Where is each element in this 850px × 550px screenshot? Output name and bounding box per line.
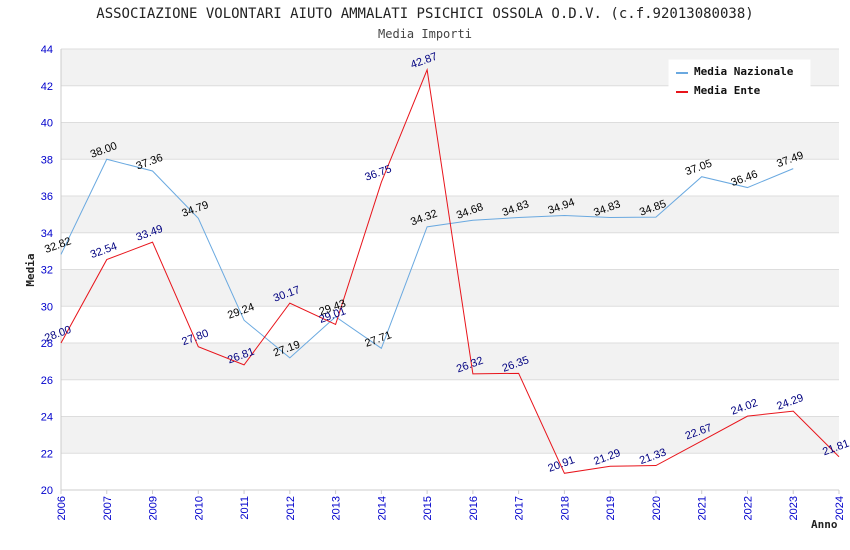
grid-band: [61, 306, 839, 343]
y-tick-label: 22: [41, 448, 53, 460]
x-tick-label: 2015: [422, 496, 434, 520]
x-tick-label: 2016: [468, 496, 480, 520]
x-tick-label: 2014: [376, 496, 388, 520]
x-tick-label: 2019: [605, 496, 617, 520]
grid-band: [61, 453, 839, 490]
x-tick-label: 2009: [148, 496, 160, 520]
x-tick-label: 2013: [331, 496, 343, 520]
x-tick-label: 2024: [834, 496, 846, 520]
grid-band: [61, 232, 839, 270]
y-tick-label: 42: [41, 81, 53, 93]
x-tick-labels: 2006 2007 2009 2010 2011 2012 2013 2014 2015 2016…: [56, 490, 846, 520]
grid-band: [61, 343, 839, 380]
legend-label-media-nazionale: Media Nazionale: [694, 65, 794, 78]
x-tick-label: 2007: [102, 496, 114, 520]
grid-band: [61, 416, 839, 454]
series-line-media-ente: [60, 67, 840, 474]
y-tick-label: 32: [41, 265, 53, 277]
x-axis-label: Anno: [811, 518, 838, 531]
x-tick-label: 2017: [514, 496, 526, 520]
y-tick-labels: 20 22 24 26 28 30 32 34 36 38 40 42 44: [41, 44, 53, 497]
x-tick-label: 2006: [56, 496, 68, 520]
plot-background: [61, 49, 839, 490]
x-tick-label: 2021: [697, 496, 709, 520]
grid-band: [61, 269, 839, 307]
y-tick-label: 34: [41, 228, 53, 240]
y-tick-label: 24: [41, 412, 53, 424]
grid-band: [61, 196, 839, 233]
legend-box: [668, 59, 811, 101]
grid-band: [61, 379, 839, 417]
legend-label-media-ente: Media Ente: [694, 84, 761, 97]
x-tick-label: 2023: [788, 496, 800, 520]
x-tick-label: 2011: [239, 496, 251, 520]
y-tick-label: 28: [41, 338, 53, 350]
x-tick-label: 2020: [651, 496, 663, 520]
y-tick-label: 36: [41, 191, 53, 203]
grid-band: [61, 159, 839, 196]
y-tick-label: 30: [41, 301, 53, 313]
y-axis-label: Media: [24, 253, 37, 286]
chart-title: ASSOCIAZIONE VOLONTARI AIUTO AMMALATI PS…: [96, 6, 753, 22]
y-tick-label: 38: [41, 154, 53, 166]
x-tick-label: 2018: [559, 496, 571, 520]
x-tick-label: 2010: [193, 496, 205, 520]
grid-band: [61, 122, 839, 160]
y-tick-label: 40: [41, 118, 53, 130]
y-tick-label: 26: [41, 375, 53, 387]
y-tick-label: 44: [41, 44, 53, 56]
axes: [60, 49, 839, 491]
series-line-media-nazionale: [60, 158, 794, 359]
y-tick-label: 20: [41, 485, 53, 497]
x-tick-label: 2022: [742, 496, 754, 520]
chart-subtitle: Media Importi: [378, 27, 472, 41]
series-group: [60, 67, 840, 474]
x-tick-label: 2012: [285, 496, 297, 520]
legend: Media Nazionale Media Ente: [668, 59, 811, 101]
